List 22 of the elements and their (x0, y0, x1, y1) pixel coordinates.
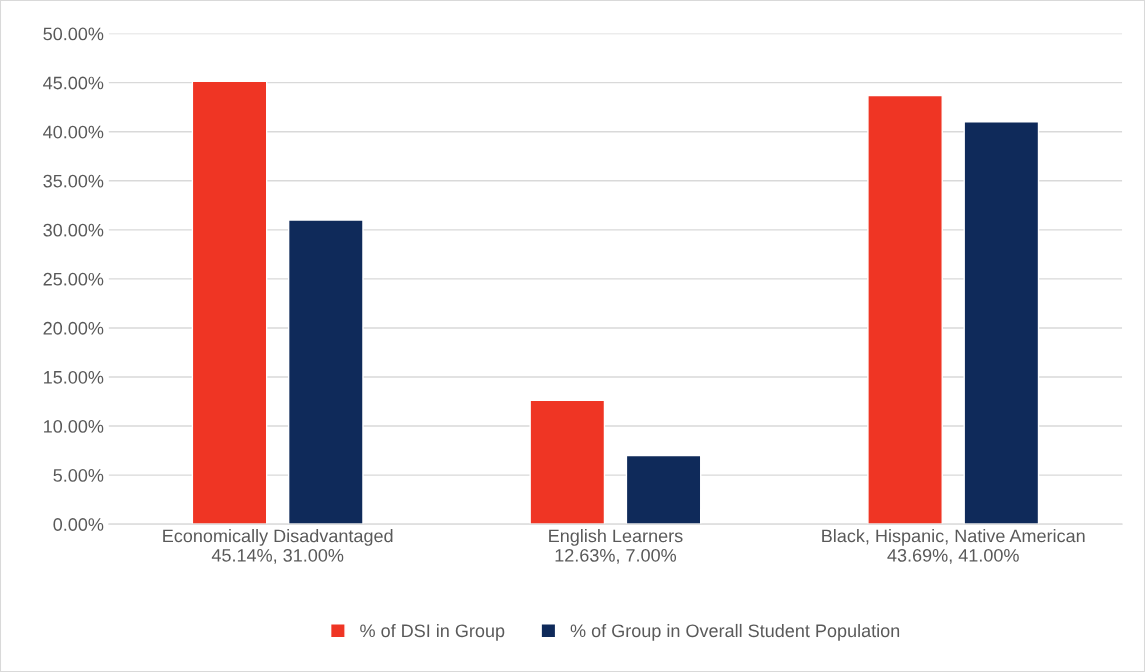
x-tick-label: English Learners 12.63%, 7.00% (549, 529, 683, 564)
bar (191, 80, 268, 525)
y-tick-label: 0.00% (53, 518, 104, 531)
legend-label: % of Group in Overall Student Population (570, 623, 900, 641)
y-tick-label: 10.00% (44, 419, 104, 433)
y-tick-label: 5.00% (53, 469, 104, 482)
y-tick-label: 45.00% (43, 76, 104, 90)
bar (287, 219, 364, 525)
bar (625, 454, 702, 525)
y-tick-label: 30.00% (43, 223, 104, 237)
bar (529, 399, 606, 525)
legend-label: % of DSI in Group (360, 623, 505, 641)
y-tick-label: 15.00% (44, 370, 104, 384)
y-tick-label: 35.00% (43, 174, 104, 188)
x-tick-label: Economically Disadvantaged 45.14%, 31.00% (163, 529, 393, 564)
y-tick-label: 25.00% (43, 272, 104, 286)
x-tick-label: Black, Hispanic, Native American 43.69%, 41.00% (822, 529, 1085, 564)
y-tick-label: 20.00% (43, 321, 104, 335)
y-tick-label: 40.00% (43, 125, 104, 139)
bar (963, 121, 1040, 525)
y-tick-label: 50.00% (43, 27, 104, 41)
bar (867, 94, 943, 525)
